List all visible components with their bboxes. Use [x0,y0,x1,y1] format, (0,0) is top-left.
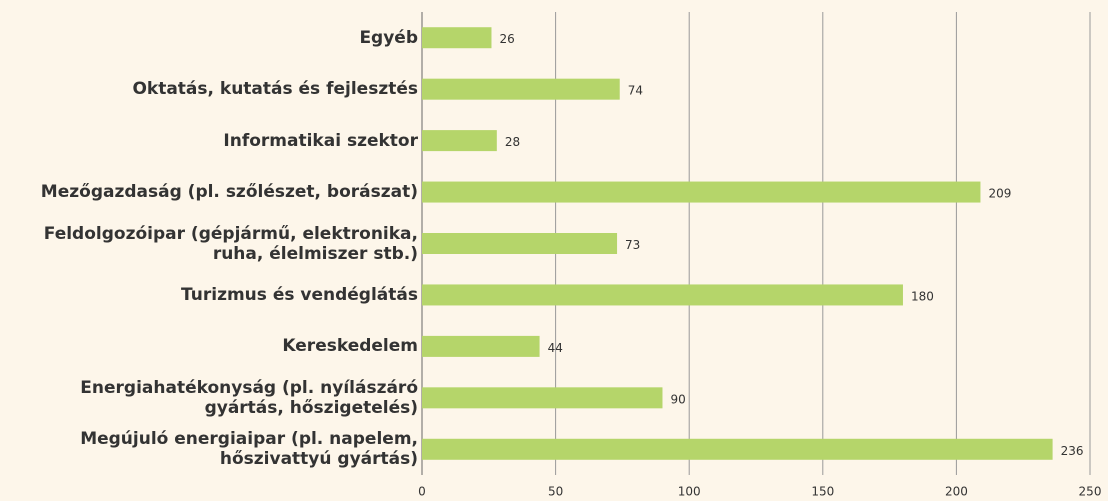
bar [422,335,540,357]
x-tick-label: 150 [811,485,834,499]
bar [422,78,620,100]
y-tick-label: Mezőgazdaság (pl. szőlészet, borászat) [40,182,418,203]
x-tick-label: 250 [1079,485,1102,499]
bar [422,438,1053,460]
x-tick-label: 200 [945,485,968,499]
bar [422,27,492,49]
x-tick-label: 100 [678,485,701,499]
value-label: 28 [505,135,520,149]
y-tick-label: Megújuló energiaipar (pl. napelem, hőszi… [80,429,418,470]
y-tick-label: Energiahatékonyság (pl. nyílászáró gyárt… [80,377,418,418]
value-label: 90 [670,392,685,406]
y-tick-label: Turizmus és vendéglátás [181,284,418,305]
y-tick-label: Feldolgozóipar (gépjármű, elektronika, r… [43,223,418,264]
value-label: 209 [988,187,1011,201]
bar [422,130,497,152]
bar [422,233,618,254]
value-label: 26 [499,32,514,46]
value-label: 74 [628,84,643,98]
value-label: 236 [1061,444,1084,458]
x-tick-label: 0 [418,485,426,499]
y-tick-label: Kereskedelem [282,336,418,357]
value-label: 180 [911,289,934,303]
value-label: 44 [548,341,563,355]
y-tick-label: Oktatás, kutatás és fejlesztés [132,79,418,100]
bar [422,284,903,306]
bar [422,181,981,203]
value-label: 73 [625,238,640,252]
y-tick-label: Egyéb [359,27,418,48]
bar [422,387,663,409]
x-tick-label: 50 [548,485,563,499]
y-tick-label: Informatikai szektor [223,130,418,151]
